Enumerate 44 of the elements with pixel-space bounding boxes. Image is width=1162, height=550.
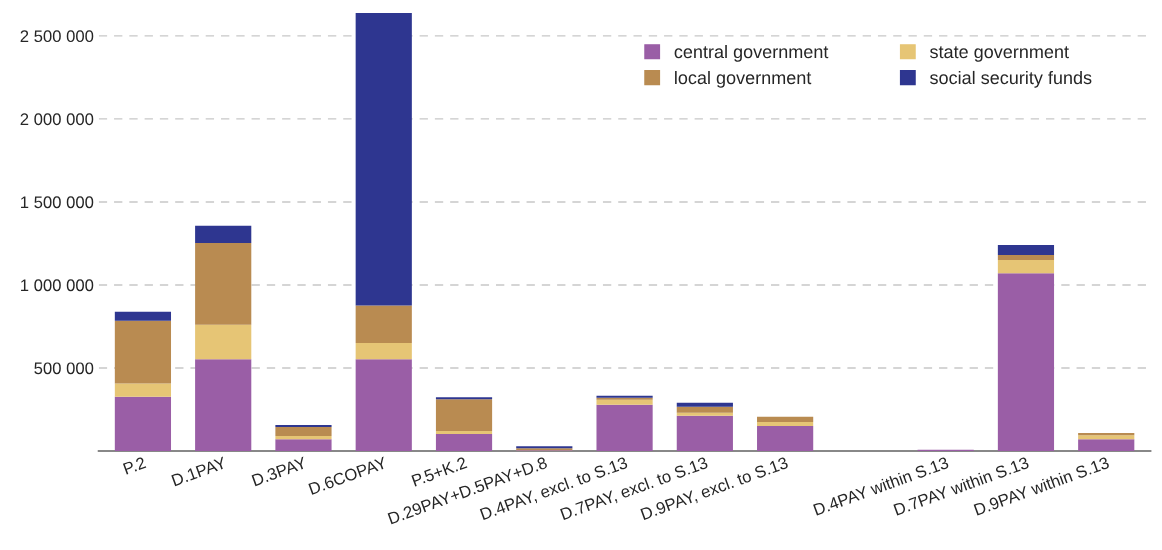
bar: [195, 359, 252, 451]
bar: [114, 320, 172, 384]
bar: [355, 342, 412, 360]
legend-label: social security funds: [930, 70, 1092, 88]
y-tick-label: 500 000: [34, 362, 94, 375]
bar: [1078, 439, 1135, 451]
bar: [757, 416, 814, 422]
bar: [114, 396, 172, 451]
bar: [435, 434, 493, 451]
bar: [435, 399, 493, 432]
bar: [355, 12, 412, 306]
bar: [355, 359, 412, 451]
bar: [435, 431, 493, 435]
y-tick-label: 2 500 000: [20, 30, 94, 43]
x-tick-label: P.2: [122, 456, 147, 475]
bar: [997, 255, 1055, 261]
bar: [596, 404, 653, 451]
bar: [275, 426, 332, 437]
bar: [676, 412, 733, 416]
bar: [676, 402, 733, 407]
bar: [757, 421, 814, 426]
bar: [195, 242, 252, 325]
bar: [676, 406, 733, 413]
legend-label: local government: [675, 70, 812, 88]
bar: [757, 425, 814, 451]
legend-label: central government: [674, 44, 829, 62]
bar: [997, 273, 1055, 451]
y-tick-label: 1 500 000: [21, 196, 94, 209]
bar: [275, 439, 332, 451]
y-tick-label: 1 000 000: [21, 279, 94, 292]
bar: [596, 399, 653, 405]
bar: [275, 436, 332, 440]
legend-label: state government: [930, 46, 1069, 62]
bar: [195, 225, 252, 243]
bar: [114, 311, 172, 321]
bar: [676, 415, 733, 451]
bar: [195, 324, 252, 360]
bar: [1078, 433, 1135, 436]
y-tick-label: 2 000 000: [20, 113, 94, 126]
bar: [997, 244, 1055, 256]
bar: [355, 305, 412, 343]
bar: [997, 260, 1055, 274]
bar: [114, 383, 172, 397]
bar: [1078, 435, 1135, 440]
